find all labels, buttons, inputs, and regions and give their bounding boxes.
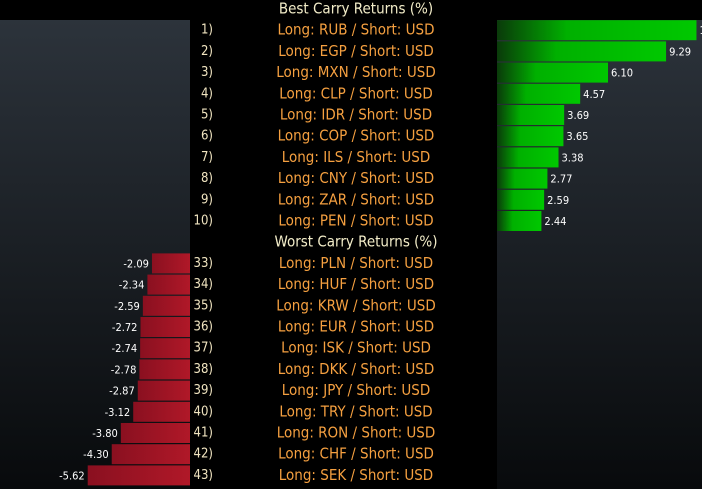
bar [147,274,190,295]
rank-label: 7) [201,150,213,165]
bar [139,359,190,380]
value-label: -2.74 [112,342,138,355]
category-label: Long: EGP / Short: USD [278,42,434,60]
value-label: -3.12 [105,406,131,419]
section-title: Worst Carry Returns (%) [274,233,437,251]
value-label: 6.10 [611,67,633,80]
rank-label: 38) [194,362,213,377]
category-label: Long: CNY / Short: USD [278,169,434,187]
rank-label: 35) [194,298,213,313]
bar [87,465,190,486]
value-label: -2.72 [112,321,138,334]
category-label: Long: SEK / Short: USD [279,466,433,484]
bar [120,423,190,443]
category-label: Long: PEN / Short: USD [278,212,433,230]
rank-label: 5) [201,108,213,123]
category-label: Long: ISK / Short: USD [281,339,431,357]
category-label: Long: RUB / Short: USD [278,21,435,39]
bar [497,211,542,231]
value-label: 4.57 [583,88,605,101]
rank-label: 43) [194,468,213,483]
bar [497,126,564,147]
category-label: Long: KRW / Short: USD [276,296,435,314]
rank-label: 40) [194,404,213,419]
rank-label: 3) [201,65,213,80]
rank-label: 8) [201,171,213,186]
rank-label: 4) [201,86,213,101]
value-label: -3.80 [92,427,118,440]
value-label: -2.09 [123,257,149,270]
value-label: 2.44 [544,215,566,228]
category-label: Long: CLP / Short: USD [279,84,433,102]
category-label: Long: JPY / Short: USD [282,381,431,399]
category-label: Long: RON / Short: USD [277,424,436,442]
bar [497,168,548,189]
section-title: Best Carry Returns (%) [279,0,433,18]
bar [497,41,667,62]
rank-label: 6) [201,129,213,144]
bar [111,444,190,465]
rank-label: 42) [194,447,213,462]
rank-label: 37) [194,341,213,356]
bar [133,401,190,422]
category-label: Long: MXN / Short: USD [276,63,435,81]
value-label: -2.59 [114,300,140,313]
bar [151,253,190,274]
value-label: -2.87 [109,385,135,398]
rank-label: 9) [201,192,213,207]
category-label: Long: EUR / Short: USD [278,318,434,336]
bar [497,147,559,168]
category-label: Long: ILS / Short: USD [282,148,431,166]
category-label: Long: CHF / Short: USD [278,445,434,463]
rank-label: 1) [201,23,213,38]
value-label: 10.96 [699,24,702,37]
value-label: -2.34 [119,279,145,292]
value-label: 3.38 [562,151,584,164]
value-label: 3.65 [566,130,588,143]
bar [497,20,697,41]
category-label: Long: TRY / Short: USD [279,402,432,420]
value-label: 2.59 [547,194,569,207]
value-label: 3.69 [567,109,589,122]
bar [497,83,581,104]
category-label: Long: DKK / Short: USD [278,360,435,378]
bar [137,380,190,401]
category-label: Long: ZAR / Short: USD [278,190,434,208]
value-label: -5.62 [59,469,85,482]
value-label: -2.78 [111,363,137,376]
rank-label: 10) [194,214,213,229]
bar [140,317,190,337]
bar [497,62,609,83]
rank-label: 33) [194,256,213,271]
value-label: 9.29 [669,45,691,58]
value-label: -4.30 [83,448,109,461]
bar [140,338,190,359]
rank-label: 39) [194,383,213,398]
plot: Best Carry Returns (%) 1) Long: RUB / Shor… [59,0,702,486]
category-label: Long: COP / Short: USD [278,127,435,145]
rank-label: 36) [194,320,213,335]
rank-label: 41) [194,426,213,441]
bar [497,189,545,210]
bar [142,295,190,316]
rank-label: 34) [194,277,213,292]
value-label: 2.77 [550,173,572,186]
bar [497,105,565,125]
rank-label: 2) [201,44,213,59]
category-label: Long: IDR / Short: USD [280,106,432,124]
category-label: Long: PLN / Short: USD [279,254,433,272]
category-label: Long: HUF / Short: USD [278,275,434,293]
